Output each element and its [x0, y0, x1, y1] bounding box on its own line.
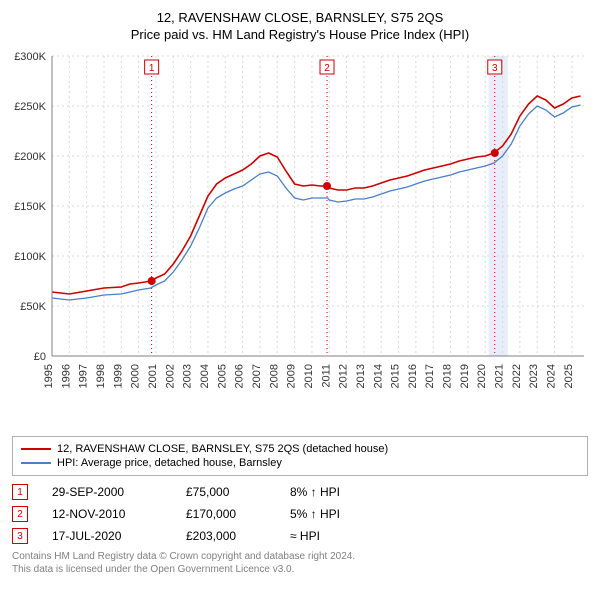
legend-swatch — [21, 462, 51, 464]
svg-text:£300K: £300K — [14, 51, 46, 63]
page-subtitle: Price paid vs. HM Land Registry's House … — [8, 27, 592, 42]
svg-text:2004: 2004 — [199, 364, 211, 388]
svg-text:1995: 1995 — [43, 364, 55, 388]
legend-item: 12, RAVENSHAW CLOSE, BARNSLEY, S75 2QS (… — [21, 443, 579, 455]
event-number-box: 2 — [12, 506, 28, 522]
svg-text:1996: 1996 — [60, 364, 72, 388]
svg-text:2022: 2022 — [511, 364, 523, 388]
event-note: 5% ↑ HPI — [290, 507, 340, 521]
svg-text:2002: 2002 — [164, 364, 176, 388]
event-row: 2 12-NOV-2010 £170,000 5% ↑ HPI — [12, 506, 588, 522]
svg-text:£250K: £250K — [14, 101, 46, 113]
footer-line: Contains HM Land Registry data © Crown c… — [12, 550, 588, 563]
svg-text:2024: 2024 — [546, 364, 558, 388]
svg-text:2016: 2016 — [407, 364, 419, 388]
event-number-box: 3 — [12, 528, 28, 544]
svg-text:2025: 2025 — [563, 364, 575, 388]
svg-text:2003: 2003 — [182, 364, 194, 388]
svg-text:1998: 1998 — [95, 364, 107, 388]
footer-line: This data is licensed under the Open Gov… — [12, 563, 588, 576]
svg-text:3: 3 — [492, 63, 498, 74]
event-price: £203,000 — [186, 529, 266, 543]
svg-text:2001: 2001 — [147, 364, 159, 388]
page-title: 12, RAVENSHAW CLOSE, BARNSLEY, S75 2QS — [8, 10, 592, 25]
legend-label: HPI: Average price, detached house, Barn… — [57, 457, 282, 469]
svg-text:2023: 2023 — [528, 364, 540, 388]
svg-text:1997: 1997 — [78, 364, 90, 388]
svg-text:2007: 2007 — [251, 364, 263, 388]
event-price: £170,000 — [186, 507, 266, 521]
svg-text:2006: 2006 — [234, 364, 246, 388]
svg-text:1: 1 — [149, 63, 155, 74]
event-date: 12-NOV-2010 — [52, 507, 162, 521]
svg-text:£100K: £100K — [14, 251, 46, 263]
footer-attribution: Contains HM Land Registry data © Crown c… — [12, 550, 588, 576]
svg-text:2000: 2000 — [130, 364, 142, 388]
svg-text:2020: 2020 — [476, 364, 488, 388]
legend-swatch — [21, 448, 51, 450]
svg-text:£150K: £150K — [14, 201, 46, 213]
svg-text:2015: 2015 — [390, 364, 402, 388]
svg-text:2005: 2005 — [216, 364, 228, 388]
event-note: 8% ↑ HPI — [290, 485, 340, 499]
event-note: ≈ HPI — [290, 529, 320, 543]
svg-text:2013: 2013 — [355, 364, 367, 388]
legend-item: HPI: Average price, detached house, Barn… — [21, 457, 579, 469]
svg-text:2009: 2009 — [286, 364, 298, 388]
svg-text:£200K: £200K — [14, 151, 46, 163]
legend: 12, RAVENSHAW CLOSE, BARNSLEY, S75 2QS (… — [12, 436, 588, 476]
svg-text:1999: 1999 — [112, 364, 124, 388]
svg-text:£0: £0 — [34, 351, 46, 363]
event-price: £75,000 — [186, 485, 266, 499]
svg-text:2012: 2012 — [338, 364, 350, 388]
event-row: 3 17-JUL-2020 £203,000 ≈ HPI — [12, 528, 588, 544]
svg-text:£50K: £50K — [20, 301, 46, 313]
svg-text:2008: 2008 — [268, 364, 280, 388]
event-date: 17-JUL-2020 — [52, 529, 162, 543]
event-row: 1 29-SEP-2000 £75,000 8% ↑ HPI — [12, 484, 588, 500]
svg-text:2011: 2011 — [320, 364, 332, 388]
event-table: 1 29-SEP-2000 £75,000 8% ↑ HPI 2 12-NOV-2010 £… — [12, 484, 588, 544]
svg-text:2017: 2017 — [424, 364, 436, 388]
svg-text:2: 2 — [324, 63, 330, 74]
svg-text:2021: 2021 — [494, 364, 506, 388]
price-chart: £0 £50K £100K £150K £200K £250K £300K 1995 1996 1… — [8, 48, 592, 428]
svg-text:2018: 2018 — [442, 364, 454, 388]
legend-label: 12, RAVENSHAW CLOSE, BARNSLEY, S75 2QS (… — [57, 443, 388, 455]
event-date: 29-SEP-2000 — [52, 485, 162, 499]
event-number-box: 1 — [12, 484, 28, 500]
svg-text:2019: 2019 — [459, 364, 471, 388]
svg-text:2010: 2010 — [303, 364, 315, 388]
svg-text:2014: 2014 — [372, 364, 384, 388]
